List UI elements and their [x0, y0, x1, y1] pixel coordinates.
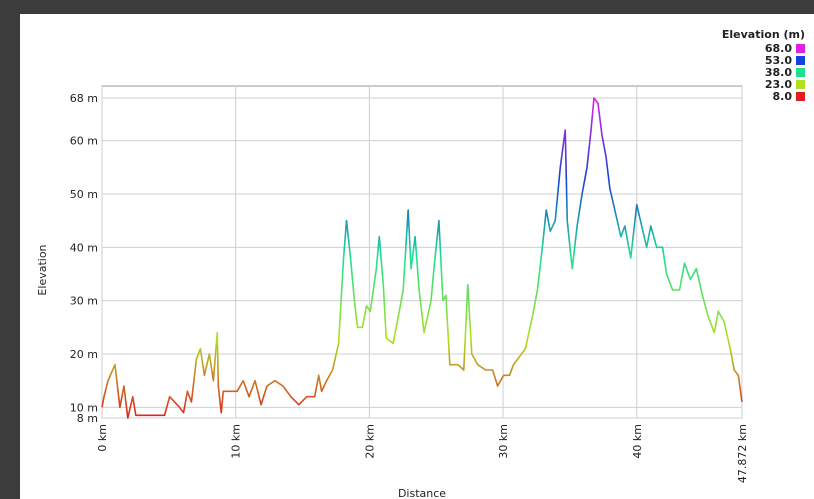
- legend-swatch: [796, 44, 805, 53]
- y-tick-label: 20 m: [70, 348, 98, 361]
- x-tick-label: 10 km: [230, 424, 243, 459]
- x-tick-label: 20 km: [363, 424, 376, 459]
- elevation-line: [101, 97, 743, 419]
- legend-swatch: [796, 92, 805, 101]
- legend-swatch: [796, 68, 805, 77]
- y-tick-label: 60 m: [70, 135, 98, 148]
- legend-label: 8.0: [773, 90, 793, 103]
- x-tick-label: 40 km: [631, 424, 644, 459]
- x-tick-label: 0 km: [96, 424, 109, 452]
- legend-swatch: [796, 56, 805, 65]
- legend-label: 68.0: [765, 42, 792, 55]
- legend-title: Elevation (m): [722, 28, 805, 41]
- y-tick-label: 30 m: [70, 295, 98, 308]
- x-axis-title: Distance: [398, 487, 446, 499]
- x-tick-label: 30 km: [497, 424, 510, 459]
- legend-label: 23.0: [765, 78, 792, 91]
- y-tick-label: 40 m: [70, 241, 98, 254]
- y-axis-title: Elevation: [36, 244, 49, 295]
- x-tick-label: 47.872 km: [736, 424, 749, 483]
- legend-label: 53.0: [765, 54, 792, 67]
- legend-label: 38.0: [765, 66, 792, 79]
- y-tick-label: 8 m: [77, 412, 98, 425]
- y-tick-label: 68 m: [70, 92, 98, 105]
- y-tick-label: 50 m: [70, 188, 98, 201]
- y-tick-label: 10 m: [70, 401, 98, 414]
- legend-swatch: [796, 80, 805, 89]
